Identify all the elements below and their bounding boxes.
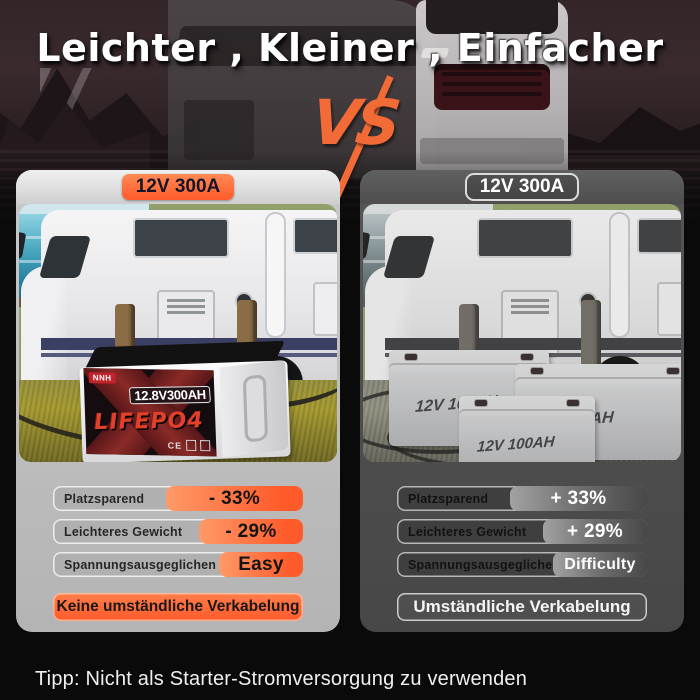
row-value: + 29% — [543, 519, 647, 544]
capacity-badge-right: 12V 300A — [464, 173, 580, 201]
comparison-left: Platzsparend - 33% Leichteres Gewicht - … — [16, 462, 340, 621]
brand-chip: NNH — [88, 372, 116, 384]
row-value: - 29% — [199, 519, 303, 544]
battery-terminal — [531, 368, 543, 374]
rv-hatch — [313, 282, 337, 336]
battery-terminal — [405, 354, 417, 360]
wiring-banner-left: Keine umständliche Verkabelung — [53, 593, 303, 621]
rv-window — [477, 218, 573, 258]
rv-window — [293, 218, 337, 254]
cert-marks: CE — [167, 439, 211, 452]
tip-text: Tipp: Nicht als Starter-Stromversorgung … — [35, 668, 528, 690]
lifepo4-battery: NNH 12.8V300AH LIFEPO4 CE — [79, 340, 291, 462]
tip-bar: Tipp: Nicht als Starter-Stromversorgung … — [0, 632, 700, 700]
battery-label: NNH 12.8V300AH LIFEPO4 CE — [83, 368, 217, 457]
mountain-snow — [40, 68, 160, 118]
battery-terminal — [475, 400, 487, 406]
row-value: Difficulty — [553, 552, 647, 577]
capacity-badge-left: 12V 300A — [121, 174, 235, 200]
rv-window — [637, 218, 681, 254]
cert-icon — [199, 440, 211, 452]
photo-lifepo4: NNH 12.8V300AH LIFEPO4 CE — [19, 204, 337, 462]
wiring-banner-right: Umständliche Verkabelung — [397, 593, 647, 621]
battery-spec: 12.8V300AH — [128, 385, 211, 405]
row-value: - 33% — [166, 486, 303, 511]
rv-hatch — [657, 282, 681, 336]
comparison-row: Platzsparend + 33% — [397, 486, 647, 511]
rv-trim — [609, 212, 630, 338]
photo-lead-acid: 12V 100AH 12V 100AH 12V 100AH — [363, 204, 681, 462]
card-header-left: 12V 300A — [16, 170, 340, 204]
row-value: + 33% — [510, 486, 647, 511]
vs-label: VS — [308, 86, 401, 159]
comparison-row: Spannungsausgeglichen Difficulty — [397, 552, 647, 577]
comparison-row: Platzsparend - 33% — [53, 486, 303, 511]
card-header-right: 12V 300A — [360, 170, 684, 204]
row-value: Easy — [219, 552, 303, 577]
battery-name: LIFEPO4 — [93, 408, 205, 436]
comparison-row: Leichteres Gewicht - 29% — [53, 519, 303, 544]
battery-terminal — [521, 354, 533, 360]
cab-window — [382, 236, 436, 278]
comparison-right: Platzsparend + 33% Leichteres Gewicht + … — [360, 462, 684, 621]
page-title: Leichter , Kleiner , Einfacher — [36, 26, 664, 70]
battery-handle — [242, 374, 269, 443]
lead-acid-battery: 12V 100AH — [459, 396, 595, 462]
battery-terminal — [567, 400, 579, 406]
battery-terminal — [667, 368, 679, 374]
cert-icon — [185, 439, 197, 451]
product-card-lifepo4: 12V 300A — [16, 170, 340, 632]
cab-window — [38, 236, 92, 278]
rv-stripe — [385, 338, 681, 350]
comparison-row: Leichteres Gewicht + 29% — [397, 519, 647, 544]
rv-window — [133, 218, 229, 258]
rv-trim — [265, 212, 286, 338]
product-card-lead-acid: 12V 300A — [360, 170, 684, 632]
comparison-row: Spannungsausgeglichen Easy — [53, 552, 303, 577]
